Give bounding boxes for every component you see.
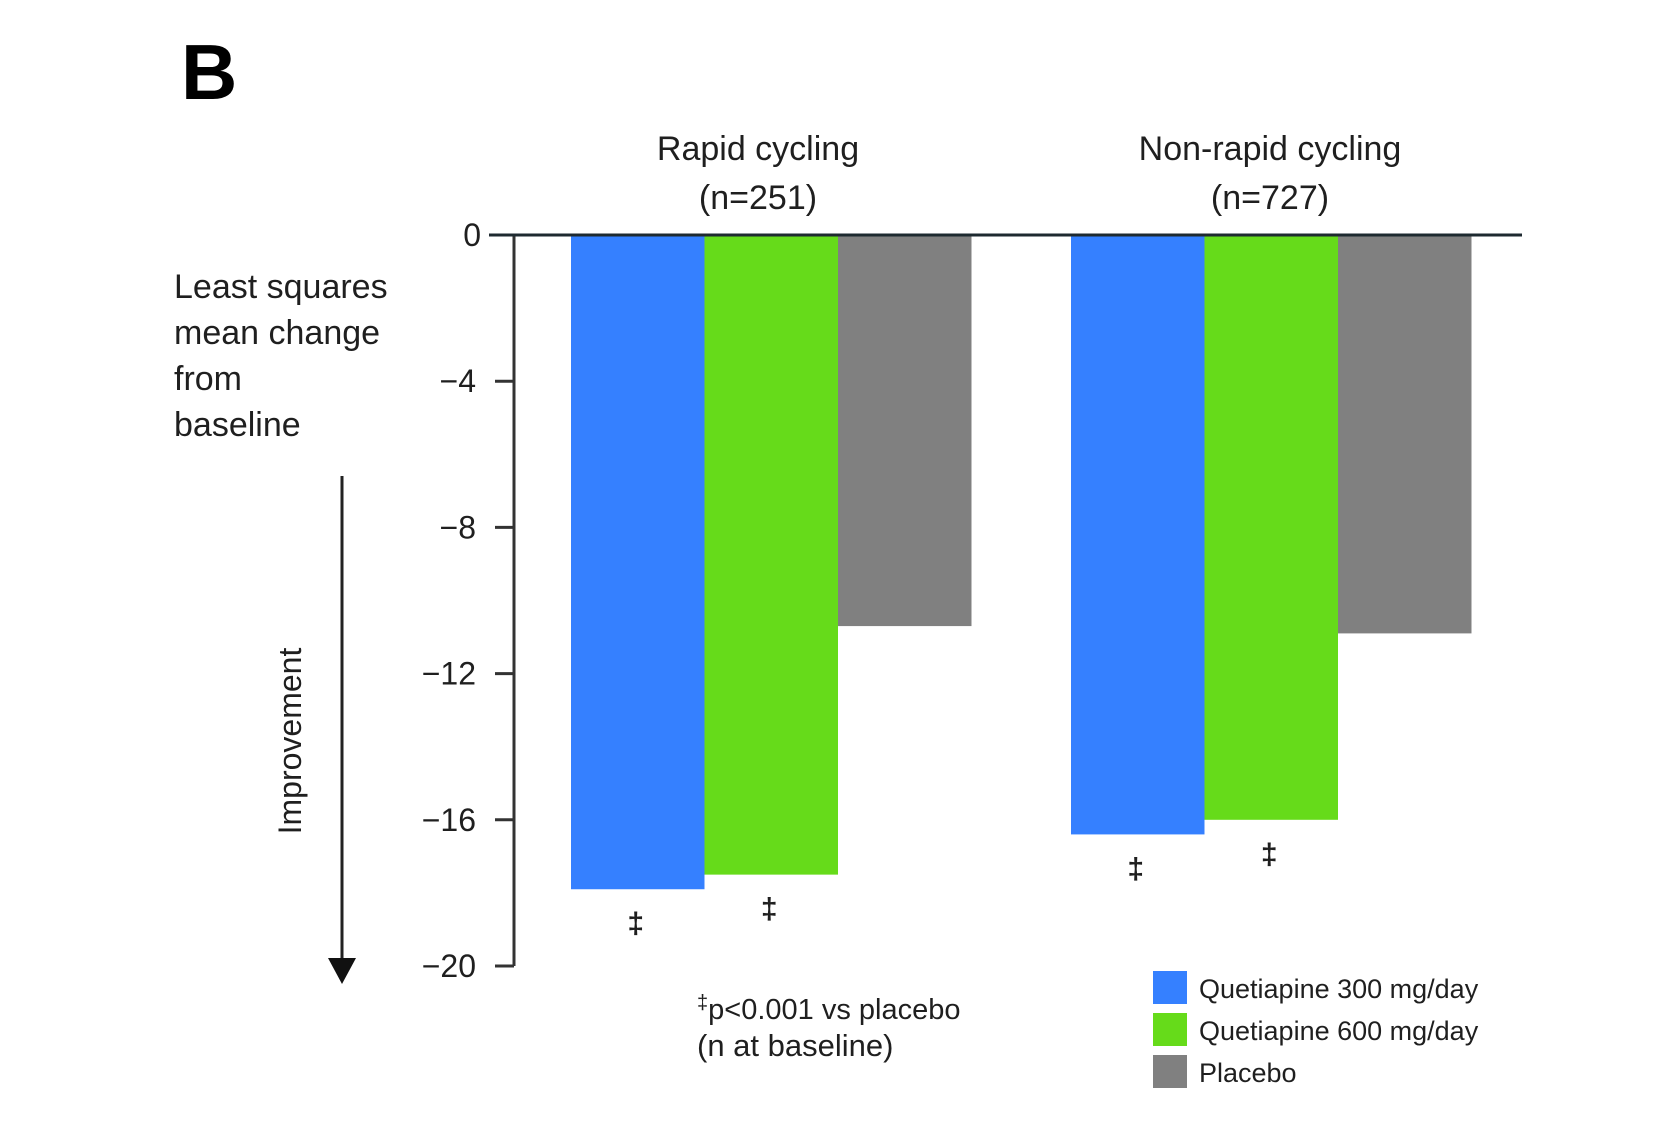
- y-tick-label: −20: [422, 948, 476, 984]
- significance-marker: ‡: [761, 893, 778, 926]
- legend-swatch: [1153, 1013, 1187, 1046]
- footnote-text: p<0.001 vs placebo: [708, 994, 960, 1026]
- legend-label: Quetiapine 600 mg/day: [1199, 1016, 1479, 1046]
- bar: [1204, 235, 1338, 820]
- legend-swatch: [1153, 1055, 1187, 1088]
- axes: [489, 233, 1522, 966]
- y-axis-label-line: baseline: [174, 406, 301, 444]
- footnote-line: (n at baseline): [697, 1028, 893, 1063]
- y-axis-label-line: mean change: [174, 314, 380, 352]
- arrow-label: Improvement: [272, 648, 308, 835]
- significance-marker: ‡: [1127, 852, 1144, 885]
- bar: [1338, 235, 1472, 634]
- bar: [838, 235, 972, 627]
- arrow-down-icon: [328, 958, 356, 984]
- footnote: ‡p<0.001 vs placebo(n at baseline): [697, 992, 960, 1063]
- significance-marker: ‡: [627, 907, 644, 940]
- footnote-line: ‡p<0.001 vs placebo: [697, 992, 960, 1026]
- legend: Quetiapine 300 mg/day Quetiapine 600 mg/d…: [1153, 971, 1479, 1088]
- y-axis-label-line: from: [174, 360, 242, 398]
- significance-markers: ‡ ‡ ‡ ‡: [627, 838, 1277, 940]
- bar: [1071, 235, 1205, 835]
- y-axis-ticks: 0 −4 −8 −12 −16 −20: [422, 217, 514, 984]
- bars: [571, 235, 1472, 890]
- group-n-label: (n=727): [1211, 179, 1329, 217]
- panel-letter: B: [181, 28, 237, 116]
- y-tick-label: 0: [463, 217, 481, 253]
- y-axis-label: Least squares mean change from baseline: [174, 268, 388, 444]
- group-labels: Rapid cycling (n=251) Non-rapid cycling (n=…: [657, 130, 1401, 217]
- bar: [704, 235, 838, 875]
- y-axis-label-line: Least squares: [174, 268, 388, 306]
- legend-swatch: [1153, 971, 1187, 1004]
- legend-label: Placebo: [1199, 1058, 1297, 1088]
- y-tick-label: −8: [440, 509, 476, 545]
- bar: [571, 235, 705, 890]
- footnote-dagger: ‡: [697, 992, 708, 1014]
- group-label: Rapid cycling: [657, 130, 859, 168]
- group-n-label: (n=251): [699, 179, 817, 217]
- y-tick-label: −12: [422, 656, 476, 692]
- improvement-indicator: Improvement: [272, 476, 356, 984]
- group-label: Non-rapid cycling: [1139, 130, 1402, 168]
- significance-marker: ‡: [1261, 838, 1278, 871]
- y-tick-label: −16: [422, 802, 476, 838]
- legend-label: Quetiapine 300 mg/day: [1199, 974, 1479, 1004]
- y-tick-label: −4: [440, 363, 476, 399]
